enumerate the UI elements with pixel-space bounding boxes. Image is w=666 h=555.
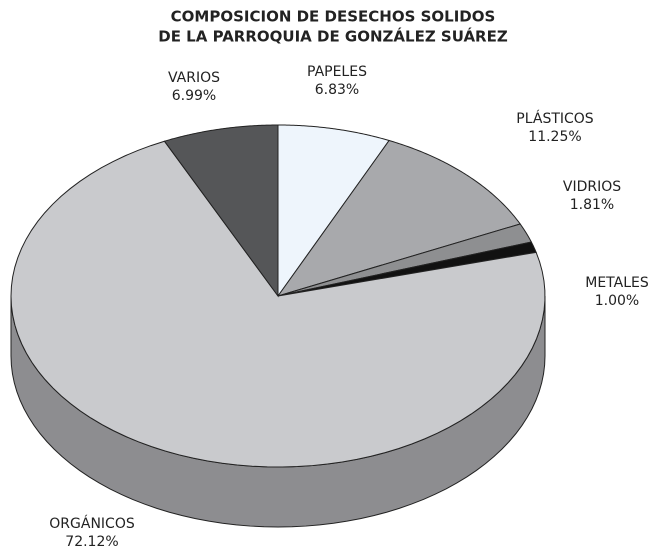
- chart-title: DE LA PARROQUIA DE GONZÁLEZ SUÁREZ: [158, 27, 508, 46]
- pie-slice: [276, 139, 521, 297]
- slice-label: PLÁSTICOS: [516, 110, 594, 127]
- value-label: 6.83%: [315, 82, 359, 98]
- pie-slice: [163, 124, 279, 298]
- value-label: 6.99%: [172, 88, 216, 104]
- pie-slice: [277, 124, 390, 298]
- value-label: 1.81%: [570, 197, 614, 213]
- chart-title: COMPOSICION DE DESECHOS SOLIDOS: [171, 8, 496, 26]
- value-label: 72.12%: [65, 534, 118, 550]
- pie-slice: [277, 223, 533, 297]
- slice-label: PAPELES: [307, 64, 367, 80]
- slice-label: METALES: [585, 275, 649, 291]
- slice-label: VARIOS: [168, 70, 220, 86]
- slice-label: VIDRIOS: [563, 179, 621, 195]
- pie-slice: [277, 241, 537, 297]
- value-label: 11.25%: [528, 129, 581, 145]
- value-label: 1.00%: [595, 293, 639, 309]
- slice-label: ORGÁNICOS: [49, 515, 135, 532]
- pie-slice: [10, 140, 546, 468]
